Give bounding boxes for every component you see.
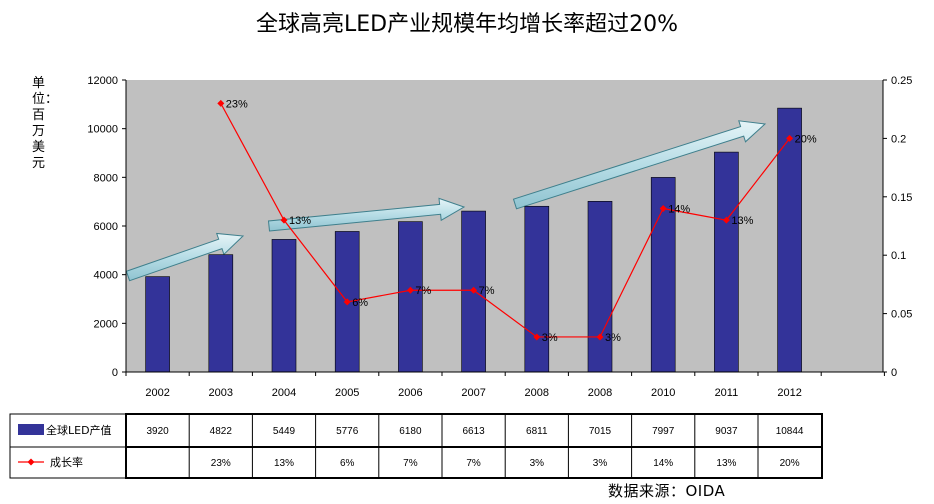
bar	[208, 254, 234, 373]
x-tick-label: 2007	[461, 387, 485, 399]
data-source: 数据来源：OIDA	[608, 482, 726, 500]
growth-point	[533, 333, 541, 341]
growth-line	[220, 103, 791, 338]
bar	[587, 201, 613, 373]
x-tick-label: 2008	[525, 387, 549, 399]
y-tick-label: 6000	[94, 221, 118, 233]
growth-point	[786, 134, 794, 142]
growth-data-label: 13%	[731, 215, 753, 227]
x-tick-label: 2005	[335, 387, 359, 399]
y-tick-label: 2000	[94, 318, 118, 330]
growth-point	[280, 216, 288, 224]
growth-data-label: 13%	[289, 215, 311, 227]
y2-tick-label: 0.1	[891, 250, 906, 262]
trend-arrows	[125, 120, 767, 282]
x-tick-label: 2003	[209, 387, 233, 399]
table-cell: 9037	[715, 426, 738, 437]
y-axis-label: 单位：百万美元	[32, 76, 59, 171]
y-tick-label: 12000	[87, 75, 118, 87]
trend-arrow	[267, 197, 466, 232]
growth-point	[722, 216, 730, 224]
y-tick-label: 0	[112, 367, 118, 379]
axes: 0 2000 4000 6000 8000 10000 12000 0 0.05 0.1 0.15 0…	[87, 75, 912, 399]
y2-tick-label: 0.05	[891, 309, 912, 321]
growth-data-label: 7%	[415, 285, 431, 297]
bar	[271, 239, 297, 373]
chart-title: 全球高亮LED产业规模年均增长率超过20%	[256, 12, 678, 37]
table-cell: 6613	[462, 426, 485, 437]
x-tick-label: 2008	[588, 387, 612, 399]
growth-data-label: 3%	[542, 332, 558, 344]
table-cell: 10844	[776, 426, 804, 437]
table-cell: 4822	[210, 426, 233, 437]
x-tick-label: 2002	[145, 387, 169, 399]
x-tick-label: 2012	[777, 387, 801, 399]
plot-area	[126, 80, 883, 372]
table-cell: 3%	[530, 458, 545, 469]
y2-tick-label: 0.25	[891, 75, 912, 87]
growth-data-label: 6%	[352, 297, 368, 309]
table-cell: 20%	[780, 458, 800, 469]
table-cell: 3%	[593, 458, 608, 469]
y2-tick-label: 0	[891, 367, 897, 379]
table-cell: 7015	[589, 426, 612, 437]
growth-data-label: 7%	[479, 285, 495, 297]
legend-key-bar	[18, 424, 44, 435]
y-tick-label: 4000	[94, 270, 118, 282]
growth-line-series: 23% 13% 6% 7% 7% 3% 3% 14% 13% 20%	[217, 98, 817, 344]
bar	[714, 151, 739, 373]
growth-point	[596, 333, 604, 341]
table-cell: 13%	[274, 458, 294, 469]
legend-label-line: 成长率	[50, 455, 83, 469]
table-cell: 5776	[336, 426, 359, 437]
trend-arrow	[125, 232, 245, 282]
legend-key-marker	[27, 458, 35, 466]
growth-point	[659, 204, 667, 212]
bar	[145, 276, 170, 373]
growth-point	[470, 286, 478, 294]
y-tick-label: 10000	[87, 124, 118, 136]
trend-arrow	[512, 120, 767, 210]
x-tick-label: 2006	[398, 387, 422, 399]
table-cell: 6811	[526, 426, 548, 437]
table-cell: 7%	[466, 458, 481, 469]
table-cell: 14%	[653, 458, 673, 469]
table-cell: 5449	[273, 426, 296, 437]
table-cell: 7%	[403, 458, 418, 469]
legend-label-bar: 全球LED产值	[46, 423, 112, 437]
bar	[777, 107, 802, 373]
growth-data-label: 20%	[795, 133, 817, 145]
bar	[398, 221, 423, 373]
table-cell: 7997	[652, 426, 675, 437]
table-cell: 6%	[340, 458, 355, 469]
growth-point	[217, 99, 225, 107]
x-tick-label: 2011	[715, 387, 739, 399]
growth-data-label: 3%	[605, 332, 621, 344]
x-tick-label: 2010	[651, 387, 675, 399]
y2-tick-label: 0.15	[891, 192, 912, 204]
growth-data-label: 23%	[226, 98, 248, 110]
table-cell: 13%	[716, 458, 736, 469]
x-tick-label: 2004	[272, 387, 296, 399]
growth-point	[343, 298, 351, 306]
table-cell: 23%	[211, 458, 231, 469]
table-cell: 6180	[399, 426, 422, 437]
y-tick-label: 8000	[94, 172, 118, 184]
table-cell: 3920	[146, 426, 169, 437]
bar	[524, 205, 550, 373]
y2-tick-label: 0.2	[891, 133, 906, 145]
growth-point	[406, 286, 414, 294]
growth-data-label: 14%	[668, 203, 690, 215]
